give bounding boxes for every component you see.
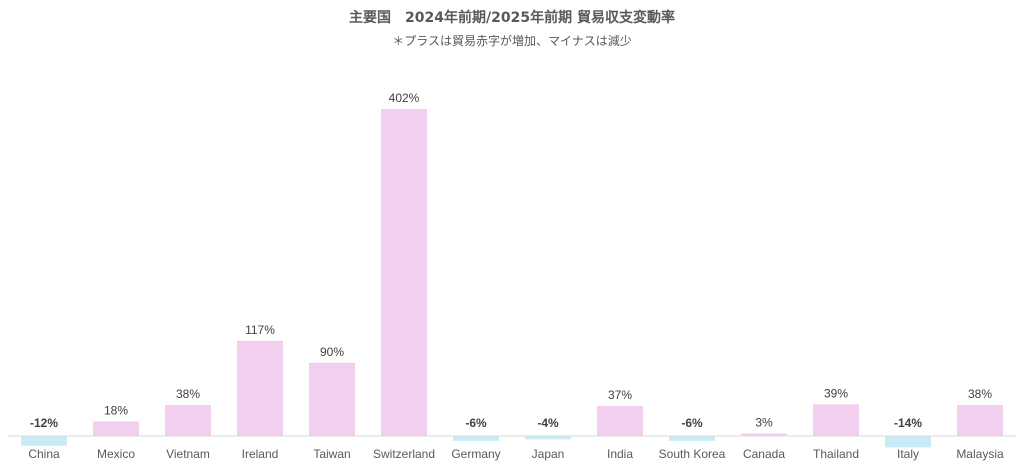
chart-subtitle: ＊プラスは貿易赤字が増加、マイナスは減少 xyxy=(392,34,632,48)
category-label: India xyxy=(607,447,633,461)
bar-japan xyxy=(525,436,571,440)
bar-vietnam xyxy=(165,405,211,436)
category-label: Malaysia xyxy=(956,447,1004,461)
value-label: 37% xyxy=(608,388,632,402)
value-label: -6% xyxy=(465,416,487,430)
value-label: -12% xyxy=(30,416,58,430)
value-label: -6% xyxy=(681,416,703,430)
value-label: 38% xyxy=(968,387,992,401)
bar-china xyxy=(21,436,67,446)
bar-india xyxy=(597,405,643,436)
category-label: Mexico xyxy=(97,447,135,461)
category-label: Japan xyxy=(532,447,565,461)
value-label: -4% xyxy=(537,416,559,430)
value-label: 38% xyxy=(176,387,200,401)
value-label: 3% xyxy=(755,416,773,430)
value-labels-group: -12% 18% 38% 117% 90% 402% -6% -4% 37% -6% 3% 39% -1… xyxy=(30,91,992,430)
chart-title: 主要国 2024年前期/2025年前期 貿易収支変動率 xyxy=(349,10,675,26)
category-label: Italy xyxy=(897,447,919,461)
bar-malaysia xyxy=(957,405,1003,436)
category-label: China xyxy=(28,447,60,461)
bar-canada xyxy=(741,433,787,436)
bar-germany xyxy=(453,436,499,441)
category-label: South Korea xyxy=(659,447,726,461)
bar-taiwan xyxy=(309,362,355,436)
value-label: 402% xyxy=(389,91,420,105)
bar-italy xyxy=(885,436,931,448)
category-label: Vietnam xyxy=(166,447,210,461)
category-label: Switzerland xyxy=(373,447,435,461)
value-label: 90% xyxy=(320,345,344,359)
bar-mexico xyxy=(93,421,139,436)
bar-south-korea xyxy=(669,436,715,441)
category-label: Ireland xyxy=(242,447,279,461)
category-labels-group: China Mexico Vietnam Ireland Taiwan Switzerla… xyxy=(28,447,1004,461)
category-label: Taiwan xyxy=(313,447,350,461)
category-label: Canada xyxy=(743,447,785,461)
value-label: 39% xyxy=(824,386,848,400)
category-label: Germany xyxy=(451,447,500,461)
bars-group xyxy=(21,109,1003,448)
value-label: -14% xyxy=(894,416,922,430)
value-label: 117% xyxy=(245,323,275,337)
category-label: Thailand xyxy=(813,447,859,461)
bar-switzerland xyxy=(381,109,427,436)
bar-ireland xyxy=(237,340,283,436)
value-label: 18% xyxy=(104,403,128,417)
bar-thailand xyxy=(813,404,859,436)
